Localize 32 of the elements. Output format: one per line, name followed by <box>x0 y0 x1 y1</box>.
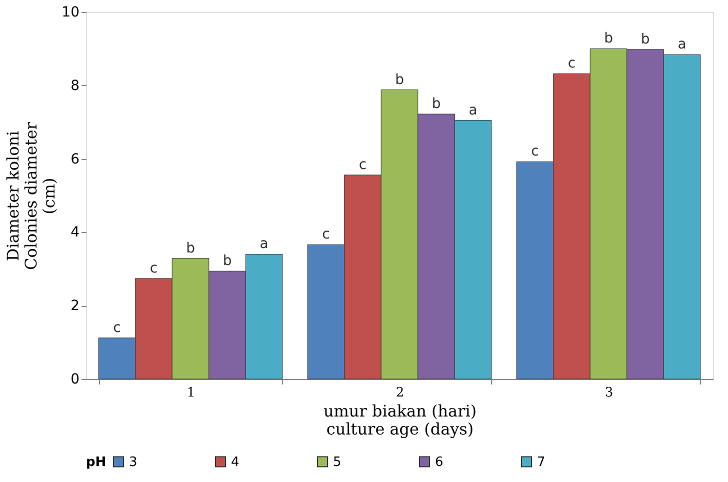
legend-label: 7 <box>537 454 546 470</box>
y-tick-label: 2 <box>70 298 80 314</box>
data-label: a <box>678 36 686 53</box>
data-label: b <box>604 30 614 47</box>
data-label: b <box>186 240 196 256</box>
y-tick-label: 4 <box>70 224 80 241</box>
data-label: c <box>531 144 539 160</box>
legend-label: 4 <box>231 454 240 470</box>
data-label: b <box>222 253 232 270</box>
x-tick-label: 1 <box>186 386 196 400</box>
data-label: b <box>432 96 441 112</box>
data-label: c <box>150 260 158 276</box>
legend-label: 5 <box>333 454 342 470</box>
data-label: b <box>395 72 404 88</box>
y-axis-title: Diameter koloni Colonies diameter (cm) <box>4 122 59 270</box>
data-label: a <box>260 236 268 252</box>
data-label: a <box>468 102 478 118</box>
y-tick-label: 8 <box>70 78 80 94</box>
x-tick-label: 3 <box>604 386 614 400</box>
data-label: b <box>640 31 650 48</box>
data-label: c <box>568 56 576 72</box>
legend-title: pH <box>86 455 106 470</box>
x-tick-label: 2 <box>396 386 404 400</box>
y-tick-label: 10 <box>62 4 80 20</box>
y-tick-label: 6 <box>70 151 80 168</box>
x-axis-title: umur biakan (hari) culture age (days) <box>323 402 477 438</box>
legend-label: 3 <box>129 454 138 470</box>
data-label: c <box>322 226 330 243</box>
data-label: c <box>113 320 121 336</box>
legend-label: 6 <box>435 454 444 470</box>
data-label: c <box>358 156 367 173</box>
y-tick-label: 0 <box>70 372 80 388</box>
